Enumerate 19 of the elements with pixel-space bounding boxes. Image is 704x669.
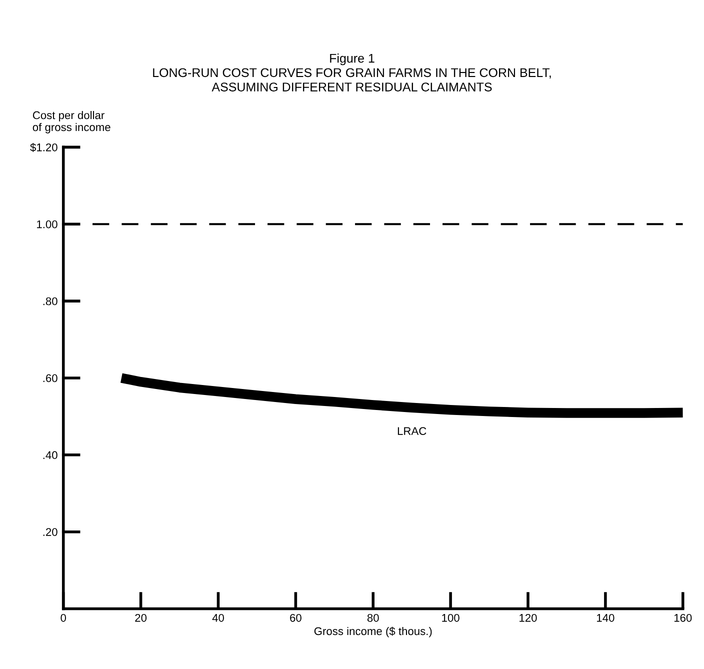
x-tick-label: 160 — [674, 614, 692, 622]
series-label: LRAC — [398, 427, 426, 435]
y-tick-label: .60 — [43, 374, 58, 382]
y-tick-label: .80 — [43, 297, 58, 306]
x-tick-label: 60 — [290, 614, 302, 622]
chart-title: Figure 1 LONG-RUN COST CURVES FOR GRAIN FARMS IN THE CORN BELT, ASSUMING DIFFERENT RESIDUAL CLAIMANTS — [153, 54, 551, 92]
y-tick-label: $1.20 — [30, 142, 58, 152]
x-tick-label: 40 — [212, 614, 224, 622]
y-tick-label: .20 — [43, 528, 58, 536]
y-tick-label: 1.00 — [37, 220, 58, 228]
x-tick-label: 0 — [60, 614, 66, 622]
x-tick-label: 140 — [597, 614, 614, 622]
x-tick-label: 80 — [367, 614, 379, 622]
y-axis-title: Cost per dollar of gross income — [32, 111, 110, 134]
y-tick-label: .40 — [43, 451, 58, 460]
x-axis-title: Gross income ($ thous.) — [314, 626, 432, 638]
x-tick-label: 100 — [442, 614, 460, 622]
x-tick-label: 20 — [135, 614, 147, 622]
x-tick-label: 120 — [520, 614, 537, 622]
